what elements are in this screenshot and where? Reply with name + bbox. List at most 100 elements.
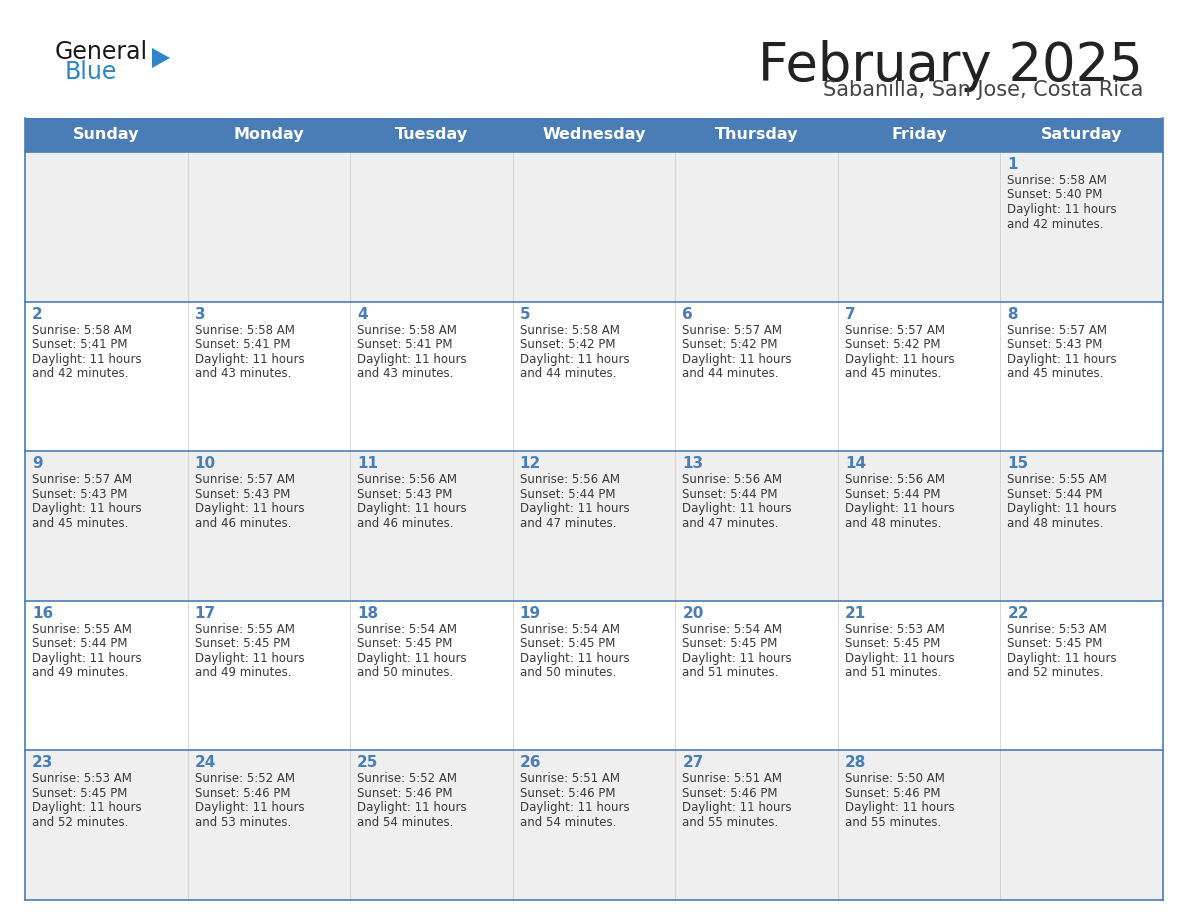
Text: 24: 24 (195, 756, 216, 770)
Text: and 48 minutes.: and 48 minutes. (1007, 517, 1104, 530)
Text: Daylight: 11 hours: Daylight: 11 hours (195, 353, 304, 365)
Text: Friday: Friday (891, 128, 947, 142)
Text: Sunrise: 5:56 AM: Sunrise: 5:56 AM (519, 473, 620, 487)
Text: and 44 minutes.: and 44 minutes. (519, 367, 617, 380)
Text: and 52 minutes.: and 52 minutes. (32, 816, 128, 829)
Text: Sunrise: 5:51 AM: Sunrise: 5:51 AM (519, 772, 620, 786)
Text: Sunrise: 5:55 AM: Sunrise: 5:55 AM (195, 622, 295, 636)
Text: Daylight: 11 hours: Daylight: 11 hours (845, 353, 954, 365)
Text: Daylight: 11 hours: Daylight: 11 hours (195, 502, 304, 515)
Text: and 52 minutes.: and 52 minutes. (1007, 666, 1104, 679)
Text: Monday: Monday (234, 128, 304, 142)
Text: February 2025: February 2025 (758, 40, 1143, 92)
Text: Sunset: 5:46 PM: Sunset: 5:46 PM (845, 787, 941, 800)
Text: 2: 2 (32, 307, 43, 321)
Text: Sunday: Sunday (72, 128, 139, 142)
Text: Sunrise: 5:57 AM: Sunrise: 5:57 AM (1007, 324, 1107, 337)
Text: Sunset: 5:41 PM: Sunset: 5:41 PM (32, 338, 127, 351)
Text: 27: 27 (682, 756, 703, 770)
Text: 22: 22 (1007, 606, 1029, 621)
Polygon shape (152, 48, 170, 68)
Text: Daylight: 11 hours: Daylight: 11 hours (682, 801, 792, 814)
Text: and 48 minutes.: and 48 minutes. (845, 517, 941, 530)
Text: 8: 8 (1007, 307, 1018, 321)
Text: and 45 minutes.: and 45 minutes. (32, 517, 128, 530)
Text: Sunrise: 5:58 AM: Sunrise: 5:58 AM (195, 324, 295, 337)
Text: Sunset: 5:43 PM: Sunset: 5:43 PM (1007, 338, 1102, 351)
Text: Daylight: 11 hours: Daylight: 11 hours (682, 353, 792, 365)
Bar (25, 750, 1163, 900)
Text: 17: 17 (195, 606, 216, 621)
Text: Sunset: 5:46 PM: Sunset: 5:46 PM (519, 787, 615, 800)
Text: Sunset: 5:45 PM: Sunset: 5:45 PM (682, 637, 778, 650)
Text: and 51 minutes.: and 51 minutes. (845, 666, 941, 679)
Text: Daylight: 11 hours: Daylight: 11 hours (195, 801, 304, 814)
Text: Sunset: 5:45 PM: Sunset: 5:45 PM (845, 637, 940, 650)
Text: Sunrise: 5:54 AM: Sunrise: 5:54 AM (519, 622, 620, 636)
Text: Sunset: 5:45 PM: Sunset: 5:45 PM (1007, 637, 1102, 650)
Text: Sunset: 5:45 PM: Sunset: 5:45 PM (32, 787, 127, 800)
Text: Daylight: 11 hours: Daylight: 11 hours (32, 801, 141, 814)
Text: Daylight: 11 hours: Daylight: 11 hours (845, 801, 954, 814)
Text: 13: 13 (682, 456, 703, 471)
Text: Sunset: 5:43 PM: Sunset: 5:43 PM (358, 487, 453, 500)
Text: Sunset: 5:42 PM: Sunset: 5:42 PM (682, 338, 778, 351)
Text: Sunset: 5:41 PM: Sunset: 5:41 PM (195, 338, 290, 351)
Text: Thursday: Thursday (715, 128, 798, 142)
Text: Sunset: 5:46 PM: Sunset: 5:46 PM (682, 787, 778, 800)
Text: 9: 9 (32, 456, 43, 471)
Text: Sunset: 5:44 PM: Sunset: 5:44 PM (845, 487, 941, 500)
Text: Daylight: 11 hours: Daylight: 11 hours (682, 502, 792, 515)
Text: 1: 1 (1007, 157, 1018, 172)
Text: and 43 minutes.: and 43 minutes. (195, 367, 291, 380)
Text: Sunset: 5:46 PM: Sunset: 5:46 PM (358, 787, 453, 800)
Text: Daylight: 11 hours: Daylight: 11 hours (32, 353, 141, 365)
Text: Sunrise: 5:58 AM: Sunrise: 5:58 AM (32, 324, 132, 337)
Bar (25, 452, 1163, 600)
Text: Sunrise: 5:53 AM: Sunrise: 5:53 AM (845, 622, 944, 636)
Text: Sunset: 5:45 PM: Sunset: 5:45 PM (519, 637, 615, 650)
Text: Sunrise: 5:53 AM: Sunrise: 5:53 AM (32, 772, 132, 786)
Text: 7: 7 (845, 307, 855, 321)
Text: 5: 5 (519, 307, 530, 321)
Text: and 42 minutes.: and 42 minutes. (32, 367, 128, 380)
Text: Blue: Blue (65, 60, 118, 84)
Text: Daylight: 11 hours: Daylight: 11 hours (1007, 353, 1117, 365)
Text: and 50 minutes.: and 50 minutes. (358, 666, 454, 679)
Text: and 51 minutes.: and 51 minutes. (682, 666, 778, 679)
Text: and 54 minutes.: and 54 minutes. (358, 816, 454, 829)
Text: Daylight: 11 hours: Daylight: 11 hours (519, 801, 630, 814)
Text: Daylight: 11 hours: Daylight: 11 hours (32, 502, 141, 515)
Text: and 55 minutes.: and 55 minutes. (682, 816, 778, 829)
Text: Sunrise: 5:52 AM: Sunrise: 5:52 AM (358, 772, 457, 786)
Text: Sunset: 5:42 PM: Sunset: 5:42 PM (519, 338, 615, 351)
Text: Sunset: 5:46 PM: Sunset: 5:46 PM (195, 787, 290, 800)
Text: Sunrise: 5:58 AM: Sunrise: 5:58 AM (358, 324, 457, 337)
Text: Daylight: 11 hours: Daylight: 11 hours (845, 502, 954, 515)
Text: Sunset: 5:45 PM: Sunset: 5:45 PM (195, 637, 290, 650)
Text: 19: 19 (519, 606, 541, 621)
Text: Saturday: Saturday (1041, 128, 1123, 142)
Text: 18: 18 (358, 606, 378, 621)
Text: Sunset: 5:44 PM: Sunset: 5:44 PM (519, 487, 615, 500)
Text: 26: 26 (519, 756, 542, 770)
Text: Sunrise: 5:53 AM: Sunrise: 5:53 AM (1007, 622, 1107, 636)
Bar (25, 600, 1163, 750)
Text: Sunset: 5:41 PM: Sunset: 5:41 PM (358, 338, 453, 351)
Text: and 49 minutes.: and 49 minutes. (32, 666, 128, 679)
Text: Tuesday: Tuesday (394, 128, 468, 142)
Text: Sunrise: 5:57 AM: Sunrise: 5:57 AM (845, 324, 944, 337)
Text: and 47 minutes.: and 47 minutes. (519, 517, 617, 530)
Text: Sunrise: 5:51 AM: Sunrise: 5:51 AM (682, 772, 782, 786)
Text: Sunset: 5:43 PM: Sunset: 5:43 PM (195, 487, 290, 500)
Text: Sunrise: 5:50 AM: Sunrise: 5:50 AM (845, 772, 944, 786)
Text: Sunset: 5:43 PM: Sunset: 5:43 PM (32, 487, 127, 500)
Text: Sunrise: 5:57 AM: Sunrise: 5:57 AM (682, 324, 782, 337)
Bar (25, 152, 1163, 302)
Text: Daylight: 11 hours: Daylight: 11 hours (1007, 203, 1117, 216)
Text: Sunrise: 5:58 AM: Sunrise: 5:58 AM (1007, 174, 1107, 187)
Text: Sunrise: 5:56 AM: Sunrise: 5:56 AM (682, 473, 782, 487)
Text: Daylight: 11 hours: Daylight: 11 hours (1007, 502, 1117, 515)
Text: Sunrise: 5:58 AM: Sunrise: 5:58 AM (519, 324, 620, 337)
Text: Sunset: 5:44 PM: Sunset: 5:44 PM (682, 487, 778, 500)
